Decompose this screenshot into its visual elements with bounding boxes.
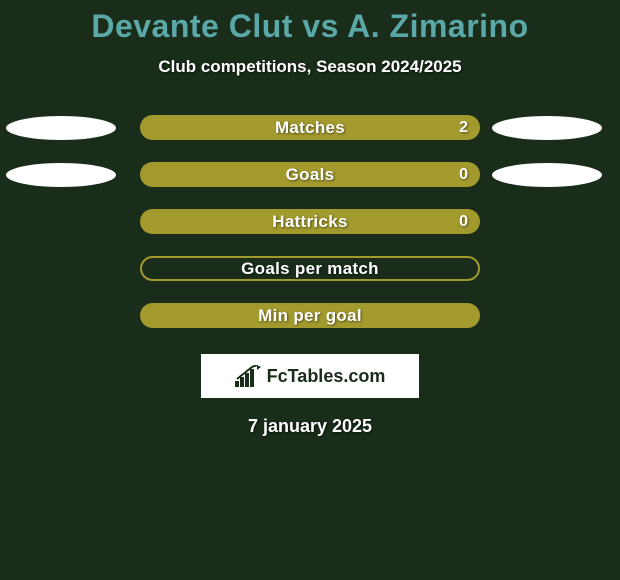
stat-value: 0 <box>459 166 468 184</box>
stat-bar: Goals per match <box>140 256 480 281</box>
stat-value: 0 <box>459 213 468 231</box>
stat-label: Goals <box>286 165 335 185</box>
stat-label: Matches <box>275 118 345 138</box>
player-right-ellipse <box>492 163 602 187</box>
stat-row: Goals per match <box>0 256 620 281</box>
page-title: Devante Clut vs A. Zimarino <box>0 8 620 45</box>
stat-bar: Hattricks 0 <box>140 209 480 234</box>
date-label: 7 january 2025 <box>0 416 620 437</box>
stat-row: Matches 2 <box>0 115 620 140</box>
stat-bar: Min per goal <box>140 303 480 328</box>
stat-bar: Matches 2 <box>140 115 480 140</box>
stat-row: Hattricks 0 <box>0 209 620 234</box>
player-right-ellipse <box>492 116 602 140</box>
subtitle: Club competitions, Season 2024/2025 <box>0 57 620 77</box>
stat-row: Goals 0 <box>0 162 620 187</box>
stat-value: 2 <box>459 119 468 137</box>
player-left-ellipse <box>6 163 116 187</box>
stat-label: Min per goal <box>258 306 362 326</box>
logo-box: FcTables.com <box>201 354 419 398</box>
stat-label: Hattricks <box>272 212 347 232</box>
comparison-infographic: Devante Clut vs A. Zimarino Club competi… <box>0 0 620 437</box>
stat-row: Min per goal <box>0 303 620 328</box>
logo-text: FcTables.com <box>267 366 386 387</box>
fctables-icon <box>235 365 261 387</box>
stat-rows: Matches 2 Goals 0 Hattricks 0 Goals per match M… <box>0 115 620 328</box>
player-left-ellipse <box>6 116 116 140</box>
stat-bar: Goals 0 <box>140 162 480 187</box>
stat-label: Goals per match <box>241 259 379 279</box>
